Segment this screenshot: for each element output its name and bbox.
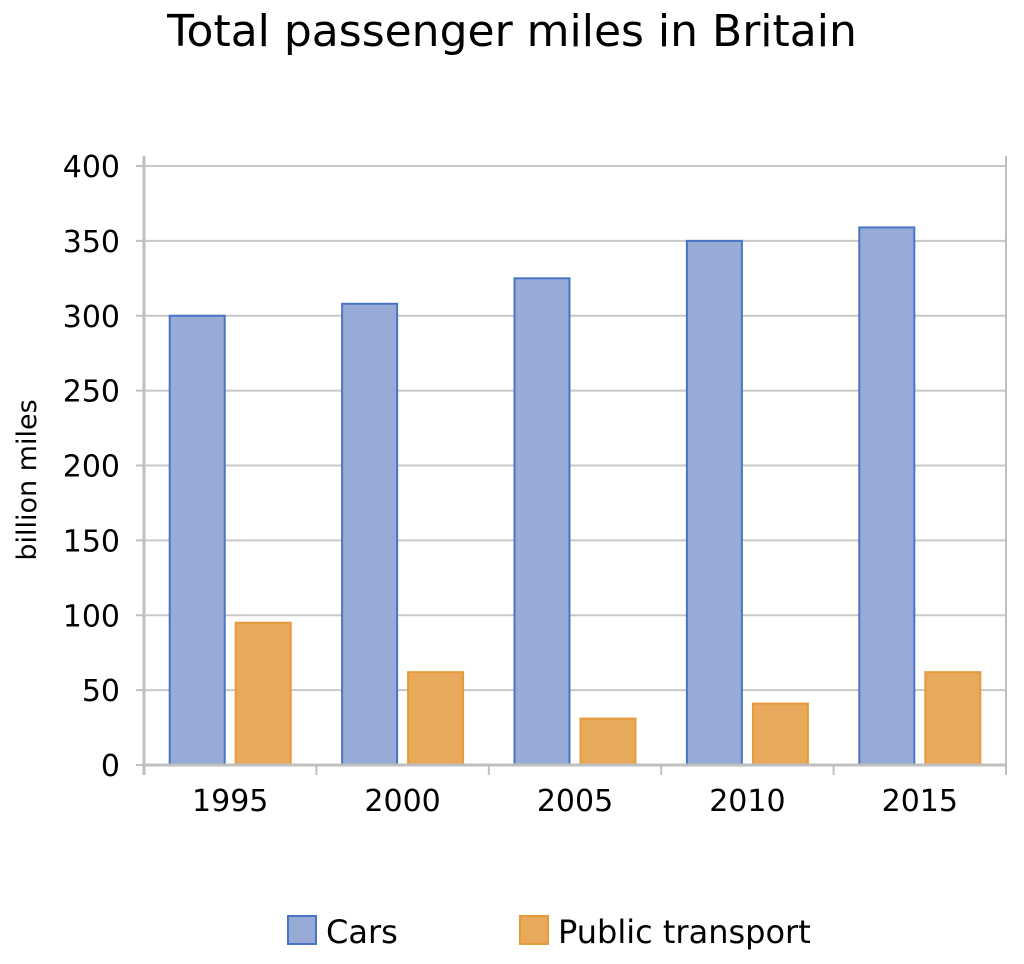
y-tick-label: 50 bbox=[82, 674, 120, 709]
legend-swatch-public-transport bbox=[519, 915, 549, 945]
y-tick-label: 150 bbox=[63, 524, 120, 559]
legend: Cars Public transport bbox=[287, 913, 811, 951]
bar-public-transport-2015 bbox=[924, 671, 982, 767]
bar-cars-2005 bbox=[513, 277, 571, 766]
bar-public-transport-1995 bbox=[234, 621, 292, 766]
bars bbox=[168, 226, 982, 767]
y-tick-label: 250 bbox=[63, 375, 120, 410]
x-tick-label: 2010 bbox=[709, 784, 785, 819]
legend-label-public-transport: Public transport bbox=[558, 913, 811, 951]
bar-cars-2010 bbox=[685, 239, 743, 766]
bar-public-transport-2005 bbox=[579, 717, 637, 767]
bar-public-transport-2000 bbox=[407, 671, 465, 767]
chart-title: Total passenger miles in Britain bbox=[166, 6, 857, 57]
y-tick-label: 200 bbox=[63, 450, 120, 485]
y-tick-label: 0 bbox=[101, 749, 120, 784]
x-tick-labels: 1995 2000 2005 2010 2015 bbox=[192, 784, 958, 819]
y-tick-labels: 0 50 100 150 200 250 300 350 400 bbox=[63, 150, 120, 784]
y-axis-label: billion miles bbox=[12, 399, 43, 560]
legend-label-cars: Cars bbox=[326, 913, 398, 951]
x-tick-label: 2000 bbox=[364, 784, 440, 819]
bar-public-transport-2010 bbox=[751, 702, 809, 766]
gridlines bbox=[144, 165, 1006, 692]
x-tick-label: 1995 bbox=[192, 784, 268, 819]
bar-cars-2000 bbox=[341, 302, 399, 766]
axes bbox=[136, 156, 1007, 775]
y-tick-label: 100 bbox=[63, 599, 120, 634]
x-tick-label: 2005 bbox=[537, 784, 613, 819]
y-tick-label: 400 bbox=[63, 150, 120, 185]
y-tick-label: 300 bbox=[63, 300, 120, 335]
legend-swatch-cars bbox=[287, 915, 317, 945]
bar-cars-2015 bbox=[858, 226, 916, 766]
bar-cars-1995 bbox=[168, 314, 226, 766]
y-tick-label: 350 bbox=[63, 225, 120, 260]
x-tick-label: 2015 bbox=[882, 784, 958, 819]
